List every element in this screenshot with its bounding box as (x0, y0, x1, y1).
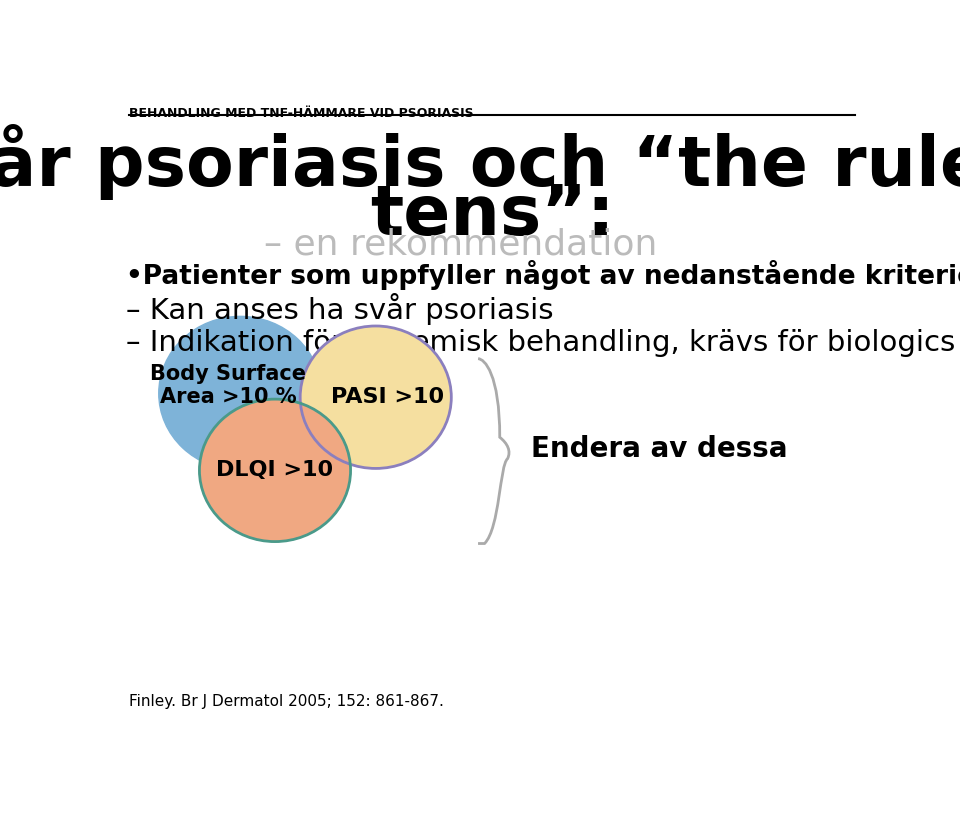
Text: Svår psoriasis och “the rule of: Svår psoriasis och “the rule of (0, 124, 960, 200)
Text: Body Surface
Area >10 %: Body Surface Area >10 % (151, 364, 306, 407)
Text: – Kan anses ha svår psoriasis: – Kan anses ha svår psoriasis (126, 293, 554, 326)
Text: Endera av dessa: Endera av dessa (531, 435, 787, 463)
Text: tens”:: tens”: (370, 182, 614, 248)
Ellipse shape (300, 326, 451, 468)
Text: BEHANDLING MED TNF-HÄMMARE VID PSORIASIS: BEHANDLING MED TNF-HÄMMARE VID PSORIASIS (130, 107, 474, 120)
Text: DLQI >10: DLQI >10 (216, 461, 333, 480)
Ellipse shape (200, 399, 350, 541)
Ellipse shape (158, 317, 322, 470)
Text: – Indikation för systemisk behandling, krävs för biologics: – Indikation för systemisk behandling, k… (126, 330, 955, 357)
Text: •Patienter som uppfyller något av nedanstående kriterier:: •Patienter som uppfyller något av nedans… (126, 260, 960, 290)
Text: Finley. Br J Dermatol 2005; 152: 861-867.: Finley. Br J Dermatol 2005; 152: 861-867… (130, 694, 444, 709)
Text: – en rekommendation: – en rekommendation (264, 228, 658, 262)
Text: PASI >10: PASI >10 (331, 387, 444, 407)
